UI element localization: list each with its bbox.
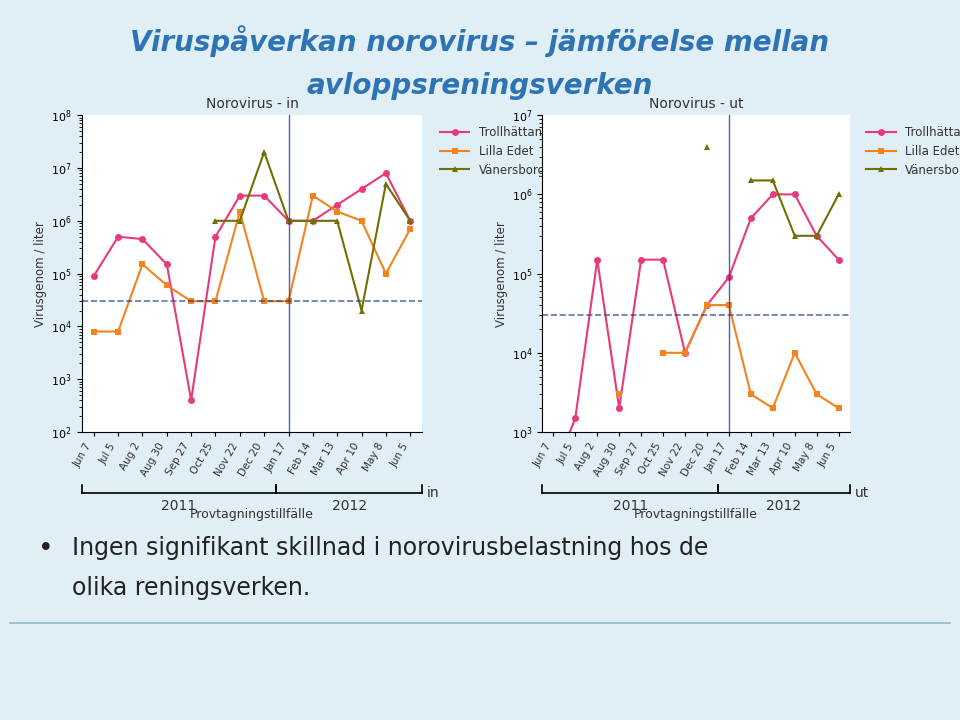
Text: avloppsreningsverken: avloppsreningsverken bbox=[307, 72, 653, 100]
Text: 2011: 2011 bbox=[612, 499, 648, 513]
Y-axis label: Virusgenom / liter: Virusgenom / liter bbox=[494, 220, 508, 327]
Text: ut: ut bbox=[854, 486, 869, 500]
Y-axis label: Virusgenom / liter: Virusgenom / liter bbox=[34, 220, 47, 327]
Legend: Trollhättan, Lilla Edet, Vänersborg: Trollhättan, Lilla Edet, Vänersborg bbox=[862, 121, 960, 181]
Text: 2012: 2012 bbox=[332, 499, 367, 513]
Title: Norovirus - ut: Norovirus - ut bbox=[649, 97, 743, 112]
Text: Provtagningstillfälle: Provtagningstillfälle bbox=[634, 508, 758, 521]
Title: Norovirus - in: Norovirus - in bbox=[205, 97, 299, 112]
Text: in: in bbox=[427, 486, 440, 500]
Text: olika reningsverken.: olika reningsverken. bbox=[72, 576, 310, 600]
Text: •: • bbox=[38, 536, 54, 562]
Text: Ingen signifikant skillnad i norovirusbelastning hos de: Ingen signifikant skillnad i norovirusbe… bbox=[72, 536, 708, 560]
Text: Viruspåverkan norovirus – jämförelse mellan: Viruspåverkan norovirus – jämförelse mel… bbox=[131, 25, 829, 57]
Text: 2011: 2011 bbox=[161, 499, 197, 513]
Text: 2012: 2012 bbox=[766, 499, 802, 513]
Text: Provtagningstillfälle: Provtagningstillfälle bbox=[190, 508, 314, 521]
Legend: Trollhättan, Lilla Edet, Vänersborg: Trollhättan, Lilla Edet, Vänersborg bbox=[435, 121, 551, 181]
